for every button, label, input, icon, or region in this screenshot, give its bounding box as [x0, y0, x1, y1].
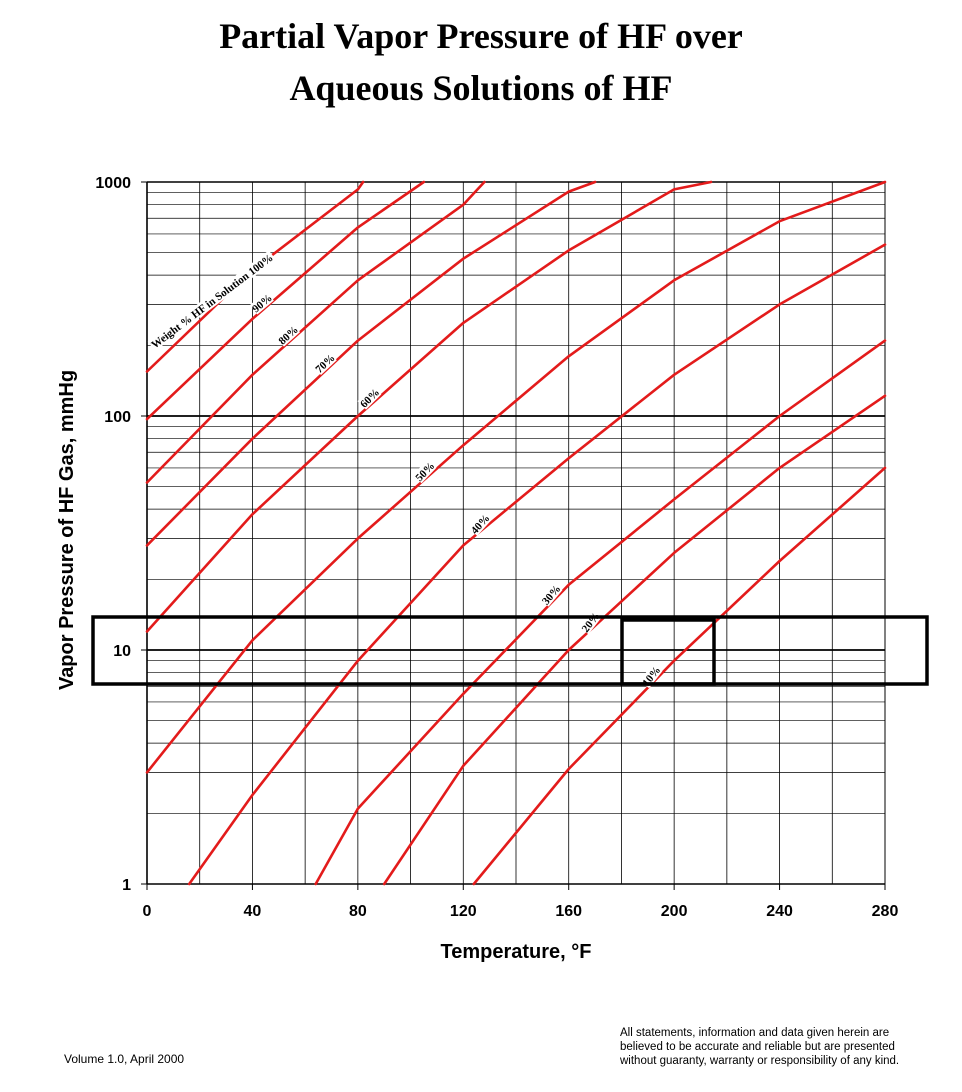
curve-label-background [539, 582, 563, 607]
disclaimer: All statements, information and data giv… [620, 1026, 950, 1068]
curve-label-background [275, 323, 301, 347]
curve-label-group: 70% [312, 351, 338, 376]
plot-frame [146, 181, 886, 885]
x-tick-label: 160 [555, 903, 582, 920]
x-axis-label: Temperature, °F [441, 941, 592, 963]
vapor-pressure-chart: Weight % HF in Solution 100%90%80%70%60%… [56, 175, 929, 963]
curve-label-background [468, 511, 492, 536]
x-tick-label: 40 [244, 903, 262, 920]
x-tick-label: 120 [450, 903, 477, 920]
curve-series [145, 180, 365, 373]
curve-label-background [639, 663, 663, 689]
curve-series [145, 180, 426, 421]
curve-label-background [412, 459, 437, 484]
y-tick-label: 100 [104, 409, 131, 426]
curve-label-group: 60% [357, 385, 382, 410]
curve-label-background [357, 385, 382, 410]
chart-curves [145, 180, 887, 886]
chart-curve-labels: Weight % HF in Solution 100%90%80%70%60%… [147, 250, 663, 689]
y-tick-label: 10 [113, 643, 131, 660]
curve-series [145, 180, 713, 633]
chart-title-line-1: Partial Vapor Pressure of HF over [219, 16, 743, 56]
x-tick-label: 80 [349, 903, 367, 920]
curve-label-background [312, 351, 337, 375]
chart-title-line-2: Aqueous Solutions of HF [289, 68, 673, 108]
curve-label: 60% [358, 386, 382, 410]
curve-label-group: 40% [468, 511, 493, 537]
curve-label-background [249, 291, 274, 315]
curve-label-group: 50% [412, 459, 437, 484]
x-tick-label: 0 [143, 903, 152, 920]
curve-series [145, 180, 597, 547]
chart-title: Partial Vapor Pressure of HF over Aqueou… [0, 10, 962, 114]
y-axis-label: Vapor Pressure of HF Gas, mmHg [56, 370, 78, 690]
highlight-boxes [91, 615, 929, 686]
curve-series [382, 394, 887, 886]
curve-label-group: 90% [249, 291, 275, 315]
highlight-band-box [91, 615, 929, 686]
curve-series [314, 339, 887, 886]
disclaimer-line-1: All statements, information and data giv… [620, 1027, 890, 1039]
y-tick-label: 1000 [95, 175, 131, 192]
y-tick-label: 1 [122, 877, 131, 894]
highlight-inner-box [620, 618, 716, 686]
chart-tick-labels: 0 40 80 120 160 200 240 280 1 10 100 1000 [95, 175, 898, 920]
volume-note: Volume 1.0, April 2000 [64, 1052, 185, 1066]
curve-series [145, 180, 486, 484]
curve-series [187, 243, 887, 886]
curve-label-background [147, 250, 277, 352]
curve-series [472, 466, 887, 886]
disclaimer-line-3: without guaranty, warranty or responsibi… [620, 1055, 900, 1067]
disclaimer-line-2: believed to be accurate and reliable but… [620, 1041, 895, 1053]
curve-series [145, 180, 887, 774]
x-tick-label: 240 [766, 903, 793, 920]
curve-label-group: 80% [275, 323, 301, 348]
curve-label-group: 30% [539, 582, 563, 607]
x-tick-label: 200 [661, 903, 688, 920]
x-tick-label: 280 [872, 903, 899, 920]
